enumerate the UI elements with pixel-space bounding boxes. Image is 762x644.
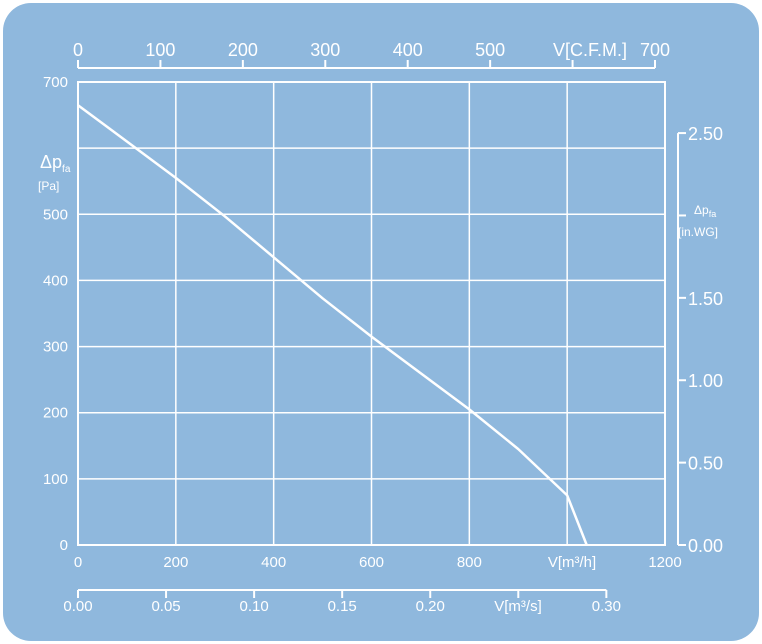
x-top-tick-label: 0 — [73, 40, 83, 60]
x-bottom-tick-label: 800 — [457, 554, 482, 571]
x-secondary-tick-label: 0.10 — [240, 598, 269, 615]
y-left-tick-label: 700 — [43, 74, 68, 91]
axes — [77, 60, 686, 598]
x-bottom-tick-label: 400 — [261, 554, 286, 571]
x-top-tick-label: 500 — [475, 40, 505, 60]
y-right-tick-label: 0.00 — [688, 536, 723, 556]
x-top-tick-label: 700 — [640, 40, 670, 60]
series-line — [77, 104, 588, 546]
chart-background — [3, 3, 759, 641]
x-top-tick-label: 100 — [145, 40, 175, 60]
y-left-axis-unit: [Pa] — [38, 179, 59, 193]
x-bottom-tick-label: 1200 — [648, 554, 681, 571]
y-right-tick-label: 0.50 — [688, 454, 723, 474]
y-right-tick-label: 1.50 — [688, 289, 723, 309]
y-right-axis-label: Δpfa — [694, 203, 716, 219]
grid — [77, 81, 666, 546]
x-secondary-tick-label: 0.20 — [416, 598, 445, 615]
y-right-tick-label: 1.00 — [688, 371, 723, 391]
x-bottom-tick-label: 0 — [74, 554, 82, 571]
y-left-tick-label: 0 — [60, 537, 68, 554]
x-top-tick-label: 200 — [228, 40, 258, 60]
y-right-axis-unit: [in.WG] — [678, 225, 718, 239]
x-secondary-axis-label: V[m³/s] — [494, 598, 542, 615]
y-left-tick-label: 500 — [43, 206, 68, 223]
y-left-tick-label: 400 — [43, 272, 68, 289]
x-top-tick-label: 400 — [393, 40, 423, 60]
y-right-axis-label-sub: fa — [709, 209, 717, 219]
x-secondary-tick-label: 0.15 — [328, 598, 357, 615]
x-secondary-tick-label: 0.30 — [592, 598, 621, 615]
y-left-axis-label: Δpfa — [40, 152, 71, 175]
y-right-tick-label: 2.50 — [688, 124, 723, 144]
x-bottom-tick-label: 200 — [163, 554, 188, 571]
y-right-axis-label-main: Δp — [694, 203, 709, 217]
x-bottom-tick-label: 600 — [359, 554, 384, 571]
x-top-tick-label: 300 — [310, 40, 340, 60]
series-layer — [77, 104, 588, 546]
x-top-axis-label: V[C.F.M.] — [553, 40, 627, 60]
x-secondary-tick-label: 0.05 — [151, 598, 180, 615]
y-left-axis-label-sub: fa — [62, 164, 71, 175]
y-left-tick-label: 300 — [43, 339, 68, 356]
y-left-axis-label-main: Δp — [40, 152, 62, 172]
x-secondary-tick-label: 0.00 — [63, 598, 92, 615]
y-left-tick-label: 100 — [43, 471, 68, 488]
y-left-tick-label: 200 — [43, 405, 68, 422]
x-bottom-axis-label: V[m³/h] — [548, 554, 596, 571]
